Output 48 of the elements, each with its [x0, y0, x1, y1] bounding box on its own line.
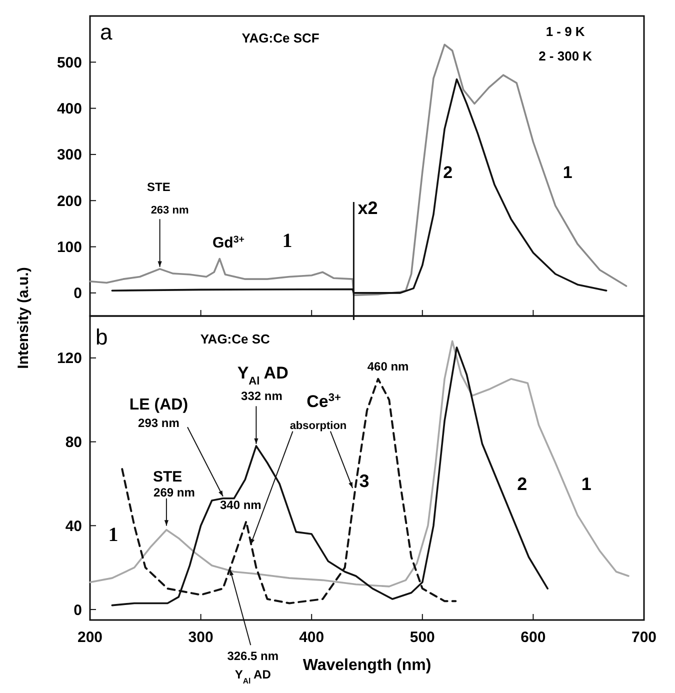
y-tick-label: 400: [56, 100, 82, 118]
annotation: b: [96, 324, 108, 350]
line-series: [89, 44, 628, 296]
y-tick-label: 120: [56, 350, 82, 368]
annotation: Gd$^{3+}$: [212, 234, 245, 252]
x-axis-title: Wavelength (nm): [302, 657, 432, 674]
annotation: Ce$^{3+}$: [306, 392, 341, 411]
y-tick-label: 80: [65, 434, 82, 452]
y-tick-label: 500: [56, 54, 82, 72]
annotation: 263 nm: [150, 204, 189, 217]
y-tick-label: 200: [56, 192, 82, 210]
x-tick-label: 500: [410, 629, 435, 646]
x-tick-label: 300: [188, 629, 214, 646]
annotation: 332 nm: [241, 388, 282, 403]
annotation: 1: [282, 230, 292, 252]
annotation: 326.5 nm: [227, 648, 279, 663]
annotation: STE: [147, 180, 170, 194]
annotation: 1: [108, 524, 118, 546]
text: Y$_{Al}$ AD: [234, 668, 272, 686]
x-tick-label: 600: [520, 629, 546, 646]
y-tick-label: 40: [65, 518, 82, 535]
annotation: 2: [443, 162, 453, 182]
x-tick-label: 400: [299, 629, 324, 646]
annotation: Y$_{Al}$ AD: [237, 364, 288, 388]
annotation: 1: [581, 474, 592, 494]
annotation: 293 nm: [138, 416, 180, 430]
annotation: 460 nm: [367, 360, 409, 374]
y-axis-title: Intensity (a.u.): [15, 267, 32, 369]
annotation: 3: [359, 470, 370, 491]
annotation: 1: [562, 162, 572, 182]
annotation: STE: [152, 468, 182, 486]
y-tick-label: 0: [74, 602, 82, 619]
x-tick-label: 700: [631, 629, 657, 646]
annotation: LE (AD): [129, 396, 188, 414]
y-tick-label: 0: [74, 285, 82, 302]
annotation: absorption: [290, 420, 347, 432]
y-tick-label: 300: [56, 146, 82, 164]
annotation: 269 nm: [154, 485, 195, 500]
line-series: [111, 346, 549, 606]
annotation: YAG:Ce SC: [200, 332, 271, 347]
ref-line-label: x2: [358, 198, 378, 218]
annotation: 340 nm: [220, 498, 262, 512]
annotation: 2 - 300 K: [538, 48, 593, 64]
y-tick-label: 100: [56, 239, 82, 256]
annotation: YAG:Ce SCF: [242, 30, 320, 46]
annotation: 2: [517, 474, 528, 494]
annotation: 1 - 9 K: [546, 24, 586, 40]
annotation: a: [100, 19, 113, 44]
